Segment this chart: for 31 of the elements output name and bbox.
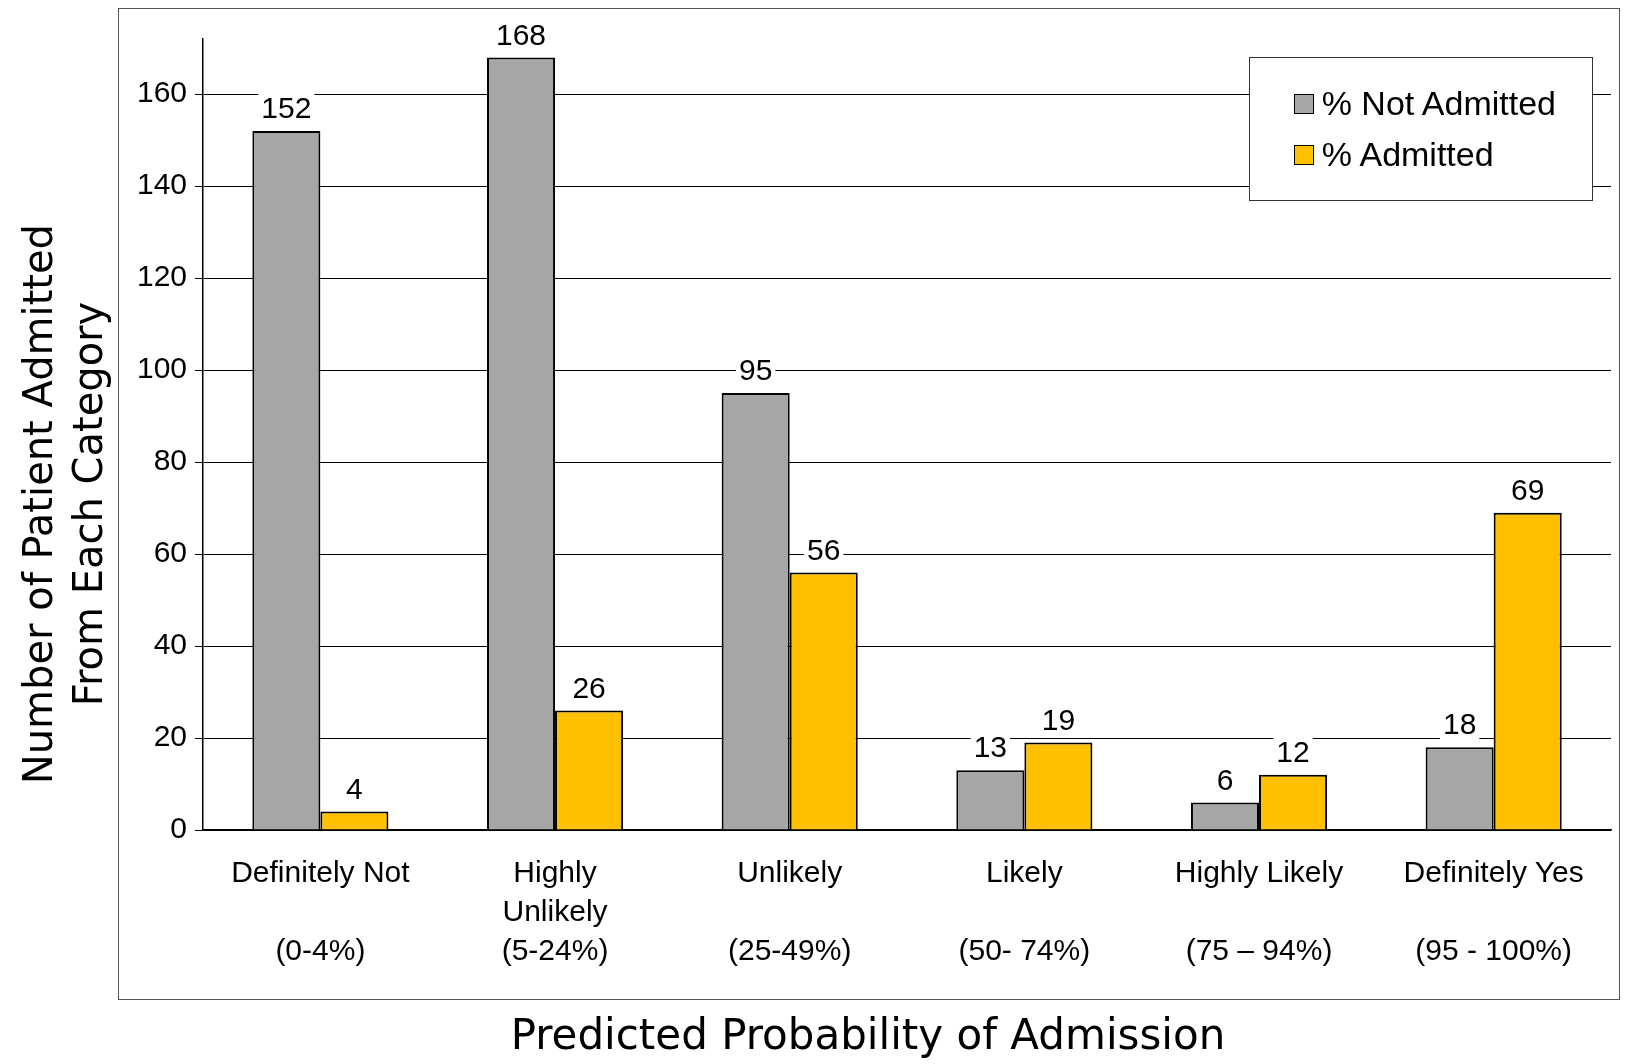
y-tick-label: 60 — [153, 535, 188, 569]
category-label: Definitely Not (0-4%) — [231, 854, 410, 966]
y-tick-label: 40 — [153, 627, 188, 661]
data-label: 56 — [807, 532, 841, 566]
data-label: 69 — [1511, 472, 1545, 506]
y-axis-title: Number of Patient Admitted From Each Category — [14, 223, 112, 785]
legend-label: % Not Admitted — [1321, 84, 1556, 123]
y-tick-label: 100 — [136, 351, 188, 385]
y-tick-label: 0 — [170, 811, 188, 845]
data-label: 12 — [1276, 735, 1310, 769]
category-label: Definitely Yes (95 - 100%) — [1403, 854, 1584, 966]
data-label: 13 — [973, 730, 1008, 764]
category-label: Unlikely (25-49%) — [728, 854, 852, 966]
data-label: 168 — [495, 17, 547, 51]
x-axis-title: Predicted Probability of Admission — [509, 1010, 1227, 1059]
category-label: Likely (50- 74%) — [958, 854, 1091, 966]
y-tick-label: 140 — [136, 167, 188, 201]
data-label: 26 — [572, 670, 606, 704]
y-tick-label: 120 — [136, 259, 188, 293]
data-label: 6 — [1216, 762, 1234, 796]
legend-label: % Admitted — [1321, 135, 1494, 174]
data-label: 18 — [1442, 707, 1477, 741]
y-tick-label: 80 — [153, 443, 188, 477]
data-label: 152 — [261, 91, 312, 125]
data-label: 4 — [346, 771, 363, 805]
data-label: 19 — [1041, 702, 1076, 736]
x-tick-label: Highly Unlikely (5-24%) — [501, 854, 609, 966]
category-label: Highly Likely (75 – 94%) — [1174, 854, 1344, 966]
y-tick-label: 160 — [136, 75, 188, 109]
y-tick-label: 20 — [153, 719, 188, 753]
data-label: 95 — [738, 353, 773, 387]
